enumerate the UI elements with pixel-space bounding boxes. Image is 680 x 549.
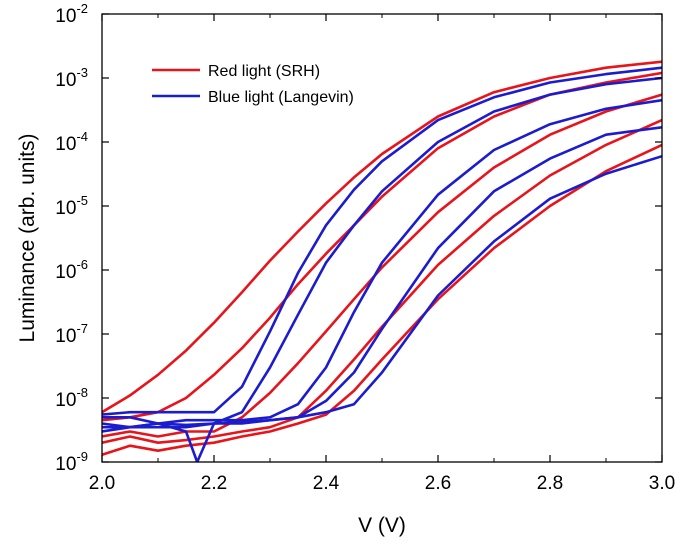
x-tick-label: 2.6 [425,473,451,494]
legend-label: Blue light (Langevin) [208,89,354,106]
series-line-6 [102,66,662,416]
x-tick-label: 2.2 [201,473,227,494]
x-tick-label: 2.0 [89,473,115,494]
y-tick-label: 10-2 [55,1,88,27]
series-line-3 [102,93,662,438]
series-line-9 [102,126,662,429]
legend-label: Red light (SRH) [208,63,320,80]
y-tick-label: 10-5 [55,193,88,219]
x-tick-label: 2.8 [537,473,563,494]
y-tick-label: 10-4 [55,129,88,155]
plot-frame [101,13,663,463]
legend: Red light (SRH) Blue light (Langevin) [152,63,354,106]
x-tick-label: 2.4 [313,473,340,494]
y-tick-label: 10-9 [55,449,88,475]
y-tick-label: 10-6 [55,257,88,283]
series-line-7 [102,76,662,462]
y-tick-label: 10-8 [55,385,88,411]
x-tick-label: 3.0 [649,473,675,494]
y-tick-label: 10-3 [55,65,88,91]
series-line-1 [102,60,662,414]
series-line-2 [102,71,662,422]
series-line-5 [102,143,662,456]
series-line-10 [102,154,662,433]
y-axis-label: Luminance (arb. units) [16,134,39,343]
series-line-8 [102,98,662,429]
series-line-4 [102,118,662,444]
series-layer [102,60,662,462]
y-tick-label: 10-7 [55,321,88,347]
axis-ticks: 2.0 2.2 2.4 2.6 2.8 3.0 10-9 10-8 10-7 10-6 10-5 10… [55,1,675,494]
x-axis-label: V (V) [358,514,406,537]
